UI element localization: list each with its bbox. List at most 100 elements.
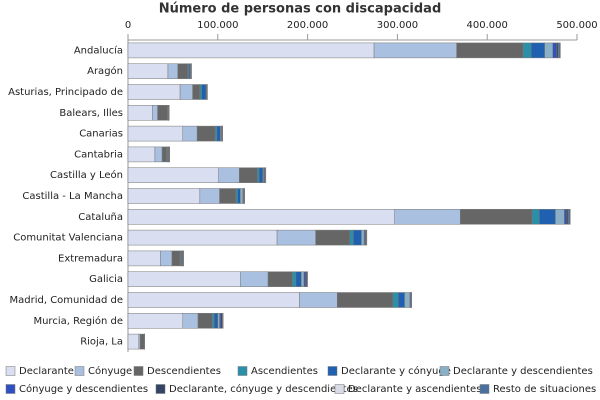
bar-segment [539,209,556,225]
bar-segment [127,229,278,246]
legend-label: Cónyuge y descendientes [19,383,148,395]
bar-segment [127,209,395,225]
legend-label: Declarante y descendientes [453,366,593,377]
bar-segment [301,271,305,287]
legend-swatch [5,366,16,376]
bar-segment [552,42,557,59]
bar-segment [197,313,213,329]
bar-segment [257,167,260,183]
bar-segment [349,229,354,246]
bar-segment [235,188,238,204]
bar-segment [565,209,569,225]
bar-segment [361,229,365,246]
y-tick-label: Rioja, La [80,337,123,348]
bar-segment [127,188,201,204]
bar-segment [394,209,461,225]
bar-segment [456,42,524,59]
legend-label: Declarante y ascendientes [348,384,481,395]
bar-segment [127,84,181,100]
bar-segment [127,250,161,267]
bar-segment [217,313,220,329]
y-tick-label: Madrid, Comunidad de [10,295,124,306]
x-tick-label: 200.000 [287,20,328,31]
bar-segment [544,42,554,59]
bar-segment [199,84,202,100]
x-tick-label: 300.000 [377,20,418,31]
bar-segment [201,84,207,100]
y-tick-label: Galicia [89,274,123,285]
bar-segment [127,167,219,183]
bar-segment [218,167,240,183]
legend-swatch [5,384,16,394]
legend-label: Declarante, cónyuge y descendientes [169,383,358,395]
bar-segment [151,105,158,121]
legend-swatch [237,366,248,376]
y-tick-label: Castilla y León [50,169,123,181]
bar-segment [564,209,567,225]
y-tick-label: Extremadura [58,253,123,264]
bar-segment [182,125,198,142]
chart-title: Número de personas con discapacidad [159,2,442,17]
legend-swatch [479,384,490,394]
bar-segment [276,229,316,246]
y-tick-label: Canarias [79,129,123,140]
bar-segment [127,42,375,59]
bar-segment [127,333,140,350]
legend-swatch [439,366,450,376]
bar-segment [258,167,263,183]
bar-segment [196,125,216,142]
bar-segment [373,42,457,59]
bar-segment [127,271,241,287]
legend-swatch [74,366,85,376]
bar-segment [240,188,244,204]
y-tick-label: Cantabria [74,149,123,160]
bar-segment [160,250,173,267]
bar-segment [127,125,184,142]
y-tick-label: Andalucía [74,44,123,56]
bar-segment [292,271,297,287]
bar-segment [127,146,156,163]
legend-swatch [155,384,166,394]
legend-label: Declarante y cónyuge [341,365,451,377]
bar-segment [336,292,394,308]
bar-segment [568,209,571,225]
bar-segment [127,313,184,329]
bar-segment [353,229,362,246]
y-tick-label: Asturias, Principado de [8,87,123,98]
bar-segment [139,333,145,350]
bar-segment [154,146,163,163]
bar-segment [219,188,237,204]
x-tick-label: 100.000 [197,20,238,31]
y-tick-label: Murcia, Región de [33,315,123,327]
bar-segment [239,167,258,183]
y-tick-label: Cataluña [78,212,123,223]
bar-segment [265,167,267,183]
bar-segment [299,292,338,308]
bar-segment [199,188,220,204]
bar-segment [192,84,201,100]
bar-segment [216,125,221,142]
bar-segment [127,292,300,308]
bar-segment [267,271,293,287]
bar-segment [161,146,167,163]
bar-segment [171,250,181,267]
legend-label: Resto de situaciones [493,384,596,395]
legend-label: Descendientes [147,366,221,377]
bar-segment [127,63,169,79]
bar-segment [127,105,153,121]
bar-segment [240,271,269,287]
bar-segment [157,105,168,121]
bar-segment [214,125,218,142]
bar-segment [398,292,405,308]
legend-label: Declarante [19,366,74,377]
legend-label: Cónyuge [88,365,132,377]
bar-segment [213,313,219,329]
bar-segment [460,209,533,225]
bar-segment [237,188,241,204]
bar-segment [531,209,540,225]
y-tick-label: Balears, Illes [59,108,123,119]
bar-segment [182,313,199,329]
bar-segment [295,271,302,287]
bar-segment [167,63,179,79]
